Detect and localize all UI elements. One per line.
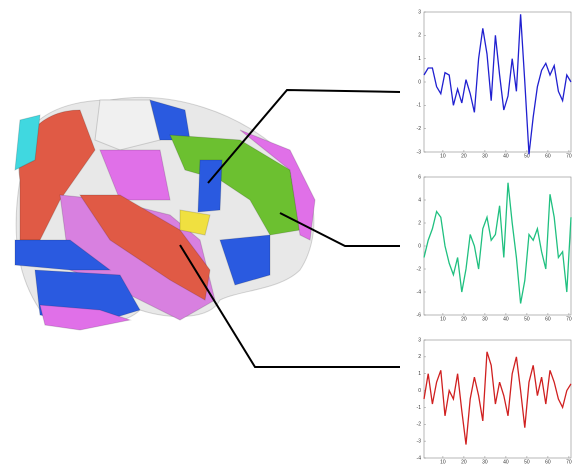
x-tick-label: 70	[566, 316, 572, 322]
y-tick-label: 2	[418, 354, 421, 360]
x-tick-label: 20	[461, 459, 467, 465]
x-tick-label: 30	[482, 153, 488, 159]
y-tick-label: 2	[418, 33, 421, 39]
data-line	[424, 183, 571, 304]
y-tick-label: 0	[418, 79, 421, 85]
x-tick-label: 50	[524, 459, 530, 465]
y-tick-label: 3	[418, 9, 421, 15]
y-tick-label: -1	[417, 405, 422, 411]
brain-render	[15, 98, 315, 331]
x-tick-label: 20	[461, 153, 467, 159]
x-tick-label: 60	[545, 316, 551, 322]
y-tick-label: 0	[418, 388, 421, 394]
x-tick-label: 20	[461, 316, 467, 322]
x-tick-label: 70	[566, 153, 572, 159]
y-tick-label: 0	[418, 243, 421, 249]
x-tick-label: 60	[545, 153, 551, 159]
y-tick-label: 3	[418, 337, 421, 343]
y-tick-label: 2	[418, 220, 421, 226]
y-tick-label: -1	[417, 103, 422, 109]
x-tick-label: 70	[566, 459, 572, 465]
data-line	[424, 14, 571, 154]
plot-frame	[424, 177, 571, 315]
y-tick-label: 1	[418, 371, 421, 377]
x-tick-label: 50	[524, 316, 530, 322]
y-tick-label: 6	[418, 174, 421, 180]
plot-frame	[424, 12, 571, 152]
x-tick-label: 30	[482, 316, 488, 322]
x-tick-label: 40	[503, 459, 509, 465]
y-tick-label: -3	[417, 149, 422, 155]
y-tick-label: -2	[417, 422, 422, 428]
x-tick-label: 10	[440, 316, 446, 322]
y-tick-label: -3	[417, 438, 422, 444]
y-tick-label: -4	[417, 289, 422, 295]
y-tick-label: -4	[417, 455, 422, 461]
figure: -3-2-1012310203040506070-6-4-20246102030…	[0, 0, 573, 465]
y-tick-label: -2	[417, 126, 422, 132]
y-tick-label: 1	[418, 56, 421, 62]
data-line	[424, 352, 571, 445]
x-tick-label: 10	[440, 459, 446, 465]
x-tick-label: 60	[545, 459, 551, 465]
y-tick-label: -2	[417, 266, 422, 272]
x-tick-label: 10	[440, 153, 446, 159]
x-tick-label: 30	[482, 459, 488, 465]
x-tick-label: 40	[503, 153, 509, 159]
y-tick-label: -6	[417, 312, 422, 318]
y-tick-label: 4	[418, 197, 421, 203]
x-tick-label: 40	[503, 316, 509, 322]
plot-frame	[424, 340, 571, 458]
